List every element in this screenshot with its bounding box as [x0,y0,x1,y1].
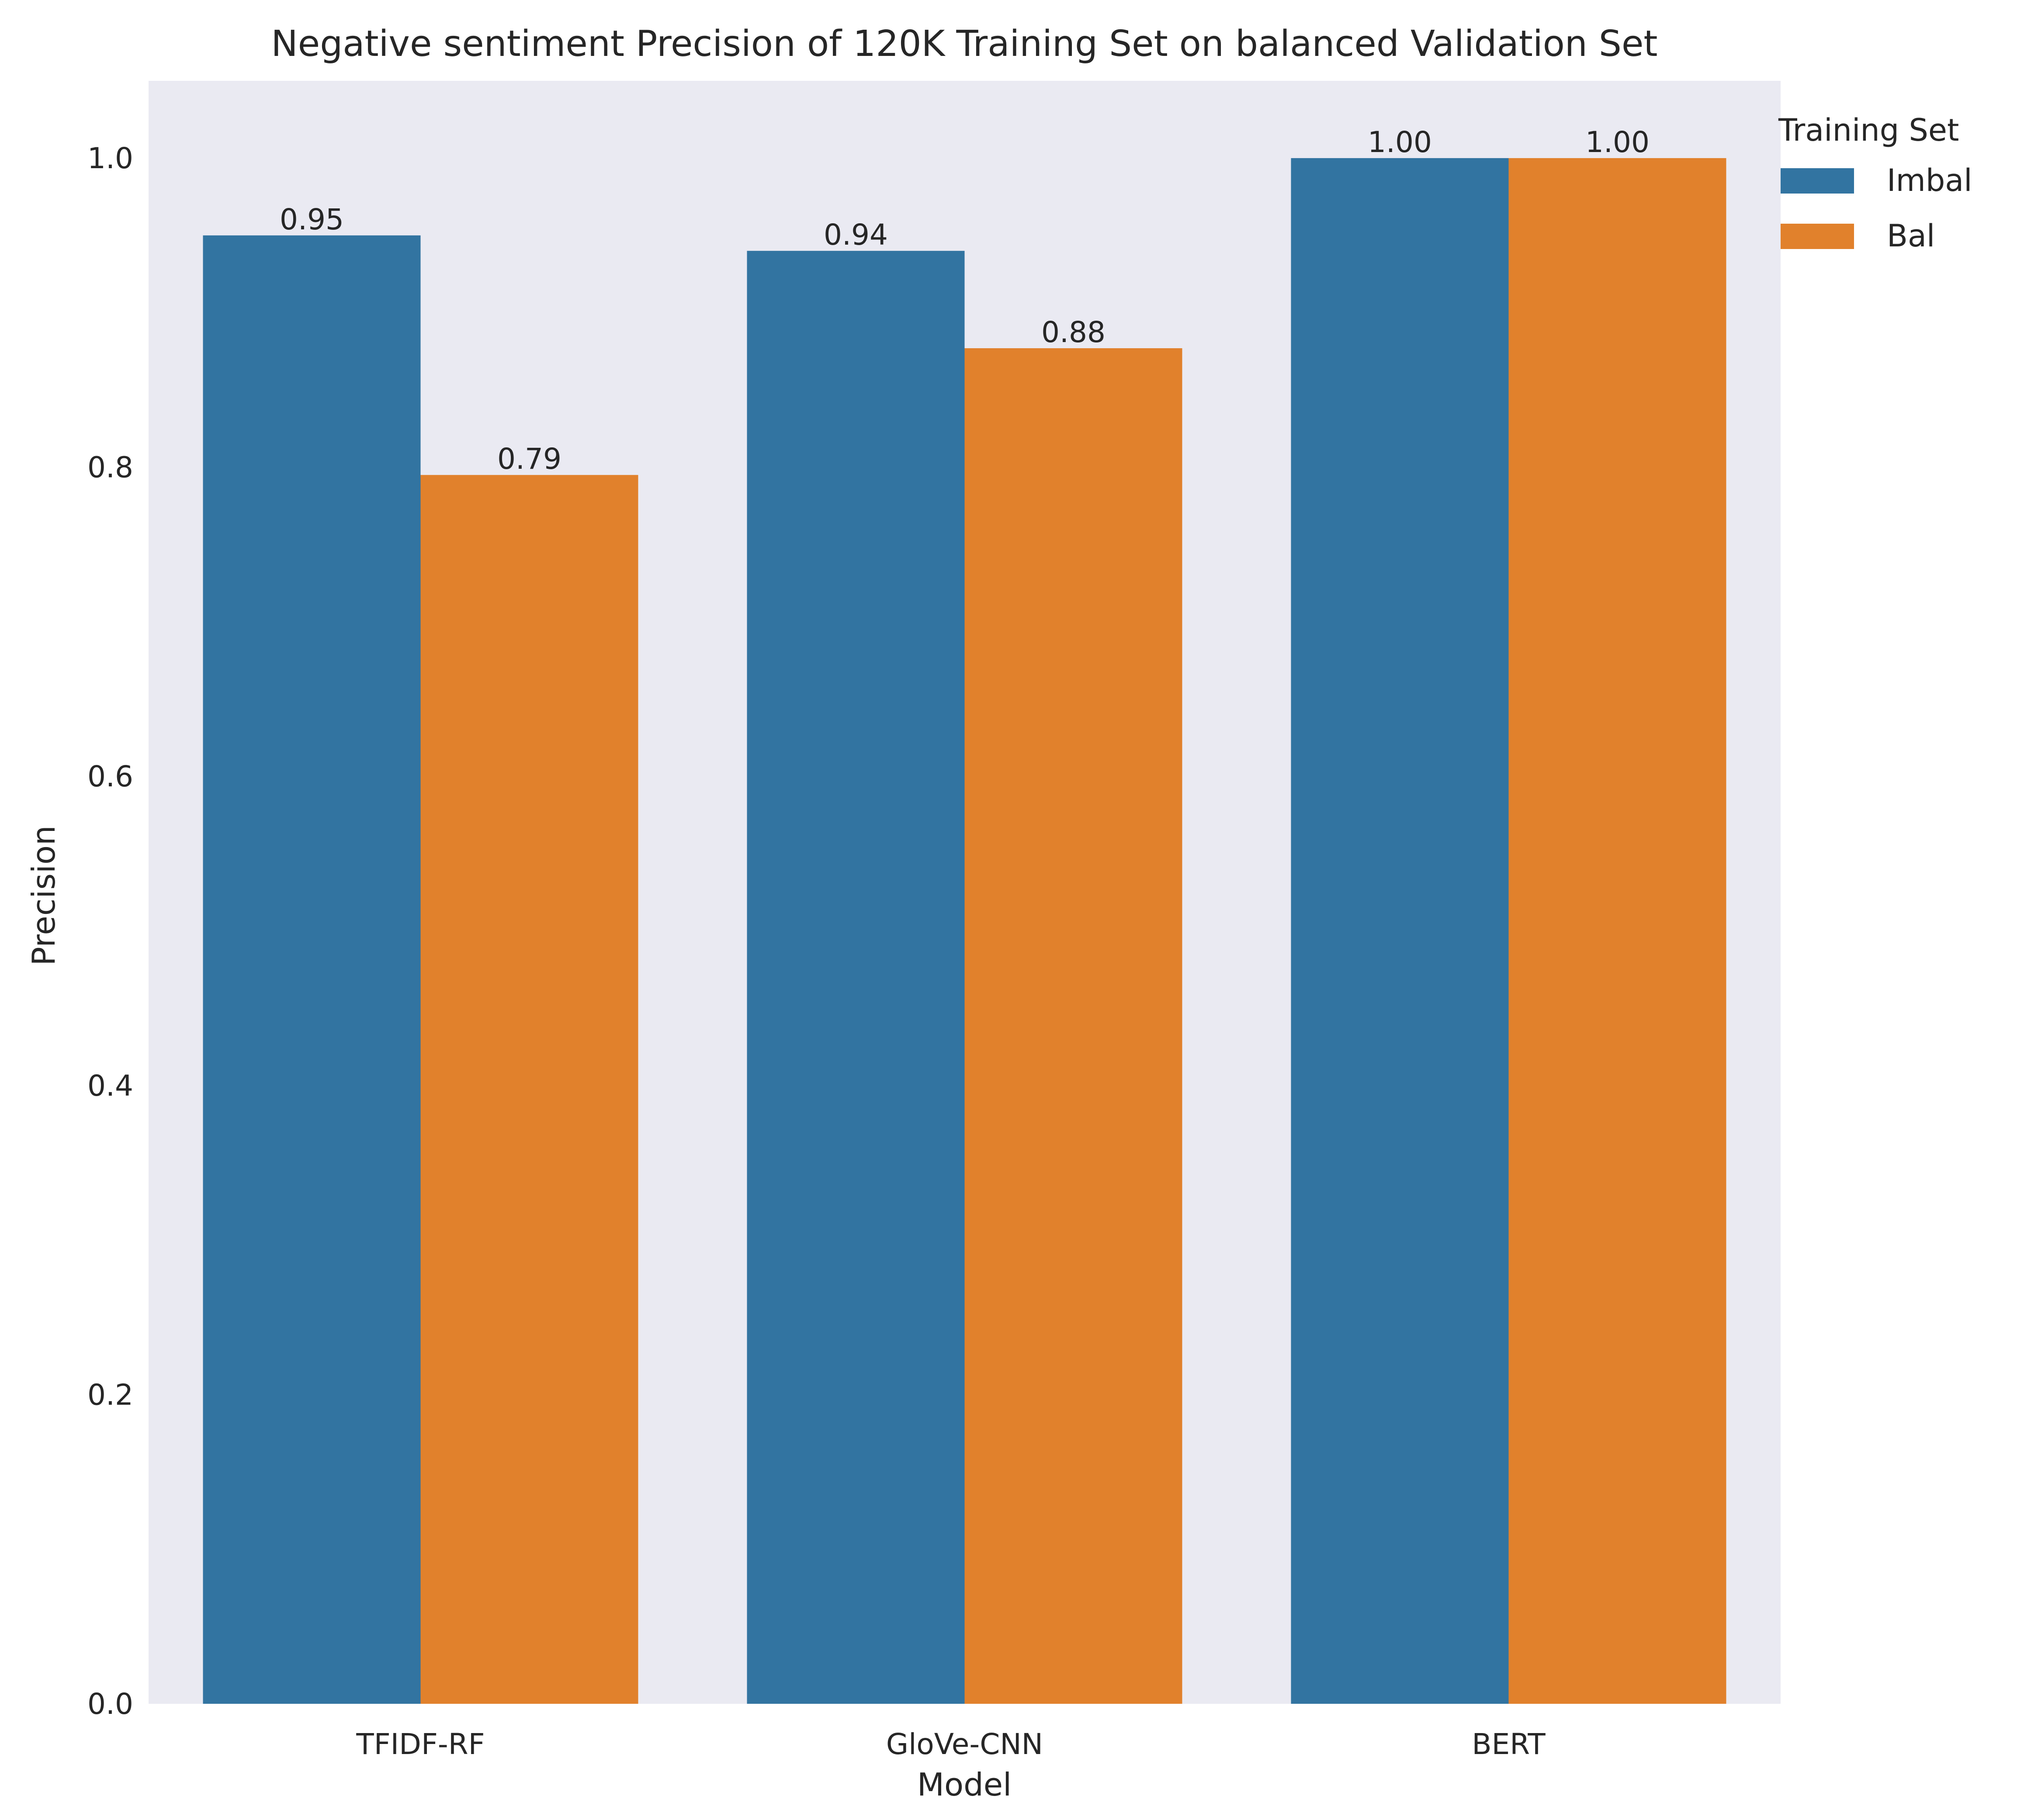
data-label-bal-1: 0.88 [1041,315,1106,349]
y-tick-label-2: 0.4 [87,1069,133,1103]
bars-group [203,158,1726,1704]
x-axis-ticks: TFIDF-RF GloVe-CNN BERT [356,1727,1546,1761]
legend-label-bal: Bal [1887,218,1935,254]
y-axis-ticks: 0.0 0.2 0.4 0.6 0.8 1.0 [87,142,133,1721]
legend-title: Training Set [1778,112,1959,148]
data-label-imbal-2: 1.00 [1368,125,1432,159]
data-labels-group: 0.95 0.94 1.00 0.79 0.88 1.00 [280,125,1650,476]
y-tick-label-3: 0.6 [87,760,133,793]
chart-title: Negative sentiment Precision of 120K Tra… [271,23,1657,65]
bar-imbal-2 [1291,158,1509,1704]
legend: Training Set Imbal Bal [1778,112,1972,254]
y-tick-label-1: 0.2 [87,1378,133,1412]
bar-imbal-1 [747,251,965,1704]
y-axis-label: Precision [25,825,62,965]
x-tick-label-2: BERT [1472,1727,1546,1761]
legend-swatch-bal [1781,224,1854,249]
bar-bal-2 [1508,158,1726,1704]
data-label-imbal-1: 0.94 [824,218,888,252]
x-tick-label-1: GloVe-CNN [886,1727,1043,1761]
data-label-bal-0: 0.79 [497,442,561,476]
y-tick-label-0: 0.0 [87,1687,133,1721]
y-tick-label-4: 0.8 [87,451,133,484]
legend-swatch-imbal [1781,168,1854,194]
bar-bal-0 [420,475,638,1704]
x-tick-label-0: TFIDF-RF [356,1727,485,1761]
bar-imbal-0 [203,235,421,1704]
data-label-imbal-0: 0.95 [280,203,344,236]
bar-bal-1 [964,348,1182,1704]
x-axis-label: Model [917,1766,1012,1803]
data-label-bal-2: 1.00 [1585,125,1650,159]
legend-label-imbal: Imbal [1887,163,1972,198]
y-tick-label-5: 1.0 [87,142,133,175]
